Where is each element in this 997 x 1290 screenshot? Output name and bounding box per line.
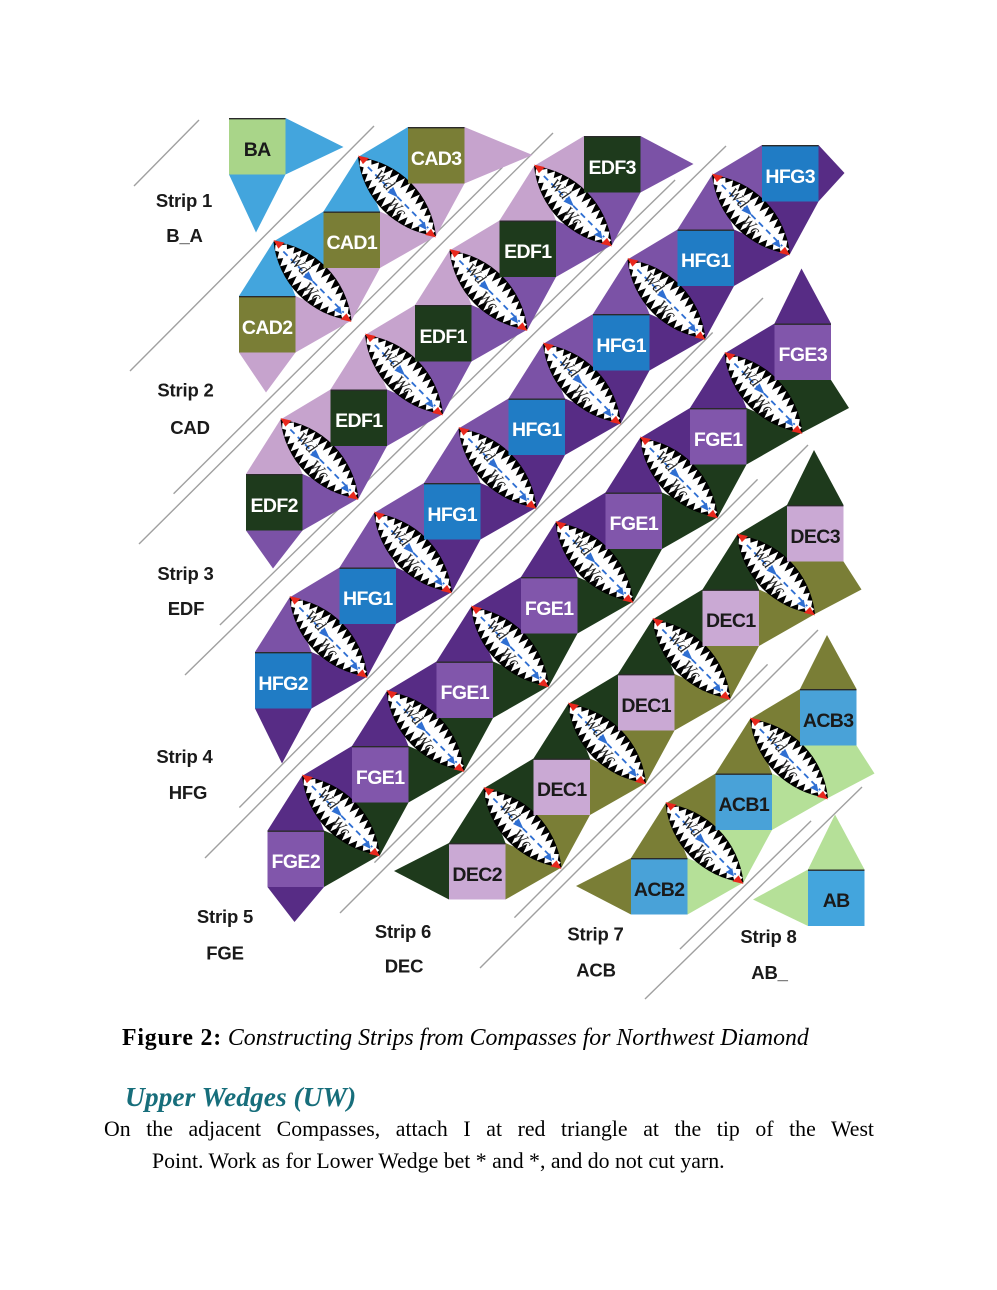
svg-text:AB_: AB_ — [751, 962, 788, 983]
svg-text:DEC1: DEC1 — [706, 610, 756, 632]
svg-text:FGE3: FGE3 — [779, 344, 828, 366]
svg-text:Strip 2: Strip 2 — [157, 380, 213, 401]
svg-text:HFG1: HFG1 — [512, 419, 562, 441]
svg-text:EDF1: EDF1 — [335, 410, 383, 432]
svg-text:FGE1: FGE1 — [441, 682, 490, 704]
svg-text:Strip 4: Strip 4 — [156, 746, 213, 767]
svg-text:CAD1: CAD1 — [326, 232, 377, 254]
svg-text:HFG1: HFG1 — [343, 588, 393, 610]
svg-text:Strip 3: Strip 3 — [157, 563, 213, 584]
svg-text:ACB3: ACB3 — [803, 710, 854, 732]
svg-text:HFG2: HFG2 — [258, 673, 308, 695]
svg-text:DEC2: DEC2 — [452, 864, 502, 886]
svg-text:FGE1: FGE1 — [356, 767, 405, 789]
svg-text:FGE1: FGE1 — [610, 513, 659, 535]
svg-text:FGE2: FGE2 — [272, 851, 321, 873]
svg-text:CAD2: CAD2 — [242, 317, 293, 339]
svg-text:FGE: FGE — [206, 943, 243, 964]
svg-text:EDF3: EDF3 — [588, 157, 636, 179]
svg-text:HFG1: HFG1 — [427, 504, 477, 526]
svg-text:DEC1: DEC1 — [621, 695, 671, 717]
svg-text:ACB1: ACB1 — [718, 794, 769, 816]
svg-text:HFG1: HFG1 — [596, 335, 646, 357]
svg-text:EDF1: EDF1 — [504, 241, 552, 263]
svg-text:ACB2: ACB2 — [634, 879, 685, 901]
svg-text:BA: BA — [244, 139, 271, 161]
svg-text:EDF1: EDF1 — [419, 326, 467, 348]
svg-text:Strip 7: Strip 7 — [567, 924, 623, 945]
svg-text:DEC: DEC — [385, 956, 423, 977]
svg-text:CAD3: CAD3 — [411, 148, 462, 170]
svg-text:ACB: ACB — [576, 960, 615, 981]
svg-text:FGE1: FGE1 — [694, 429, 743, 451]
svg-text:HFG: HFG — [169, 782, 207, 803]
svg-text:B_A: B_A — [166, 225, 202, 246]
svg-text:EDF: EDF — [168, 598, 204, 619]
svg-text:DEC1: DEC1 — [537, 779, 587, 801]
svg-text:Strip 6: Strip 6 — [375, 921, 431, 942]
svg-text:CAD: CAD — [170, 417, 209, 438]
svg-text:EDF2: EDF2 — [250, 495, 298, 517]
svg-text:AB: AB — [823, 890, 850, 912]
svg-text:FGE1: FGE1 — [525, 598, 574, 620]
svg-text:Strip 1: Strip 1 — [156, 190, 212, 211]
svg-text:Strip 8: Strip 8 — [740, 926, 796, 947]
svg-text:DEC3: DEC3 — [790, 526, 840, 548]
svg-text:HFG3: HFG3 — [765, 166, 815, 188]
svg-text:HFG1: HFG1 — [681, 250, 731, 272]
svg-text:Strip 5: Strip 5 — [197, 906, 253, 927]
